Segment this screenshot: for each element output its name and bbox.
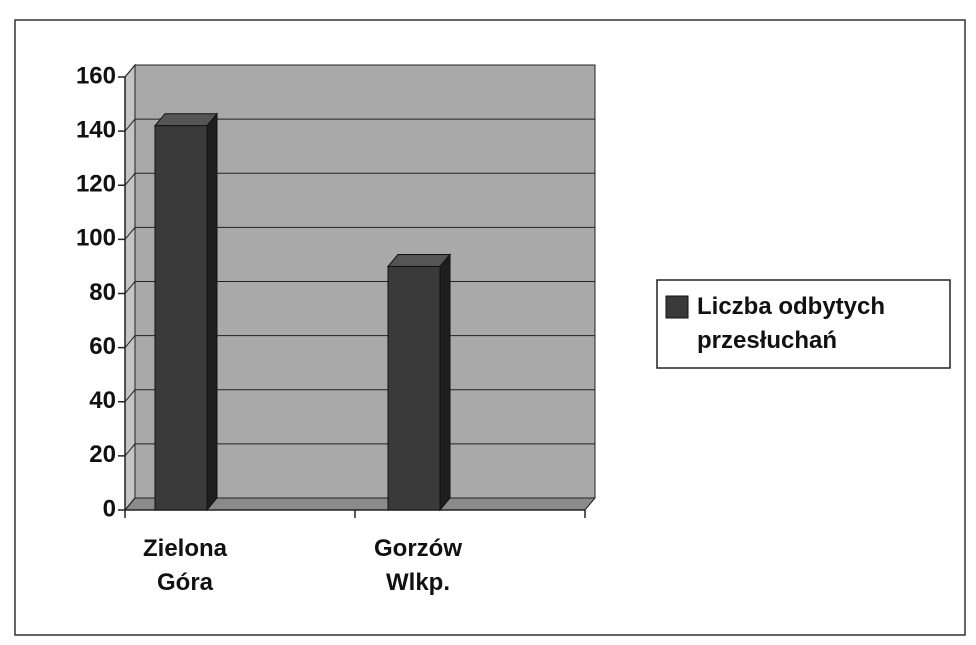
grid-line xyxy=(124,227,136,240)
legend-box xyxy=(656,279,951,369)
legend-swatch xyxy=(665,295,689,319)
grid-line xyxy=(124,389,136,403)
y-tick-label: 40 xyxy=(89,387,116,414)
grid-line xyxy=(124,443,136,457)
bar xyxy=(387,265,441,511)
legend-label: Liczba odbytych przesłuchań xyxy=(697,293,885,354)
y-tick-label: 160 xyxy=(76,62,116,89)
grid-line xyxy=(124,172,136,186)
bar-top xyxy=(386,253,452,267)
x-tick-label: Gorzów Wlkp. xyxy=(374,535,462,596)
bar-top xyxy=(153,113,219,127)
y-tick-label: 20 xyxy=(89,441,116,468)
bar xyxy=(154,125,208,511)
y-tick-label: 100 xyxy=(76,225,116,252)
y-tick-label: 0 xyxy=(103,495,116,522)
y-tick-label: 120 xyxy=(76,171,116,198)
x-tick-label: Zielona Góra xyxy=(143,535,228,596)
y-tick-label: 60 xyxy=(89,333,116,360)
grid-line xyxy=(124,64,136,78)
bar-side xyxy=(439,253,451,512)
grid-line xyxy=(124,497,136,511)
y-tick-label: 80 xyxy=(89,279,116,306)
bar-side xyxy=(206,112,218,512)
y-tick-label: 140 xyxy=(76,116,116,143)
grid-line xyxy=(124,118,136,132)
grid-line xyxy=(124,335,136,348)
grid-line xyxy=(124,281,136,294)
